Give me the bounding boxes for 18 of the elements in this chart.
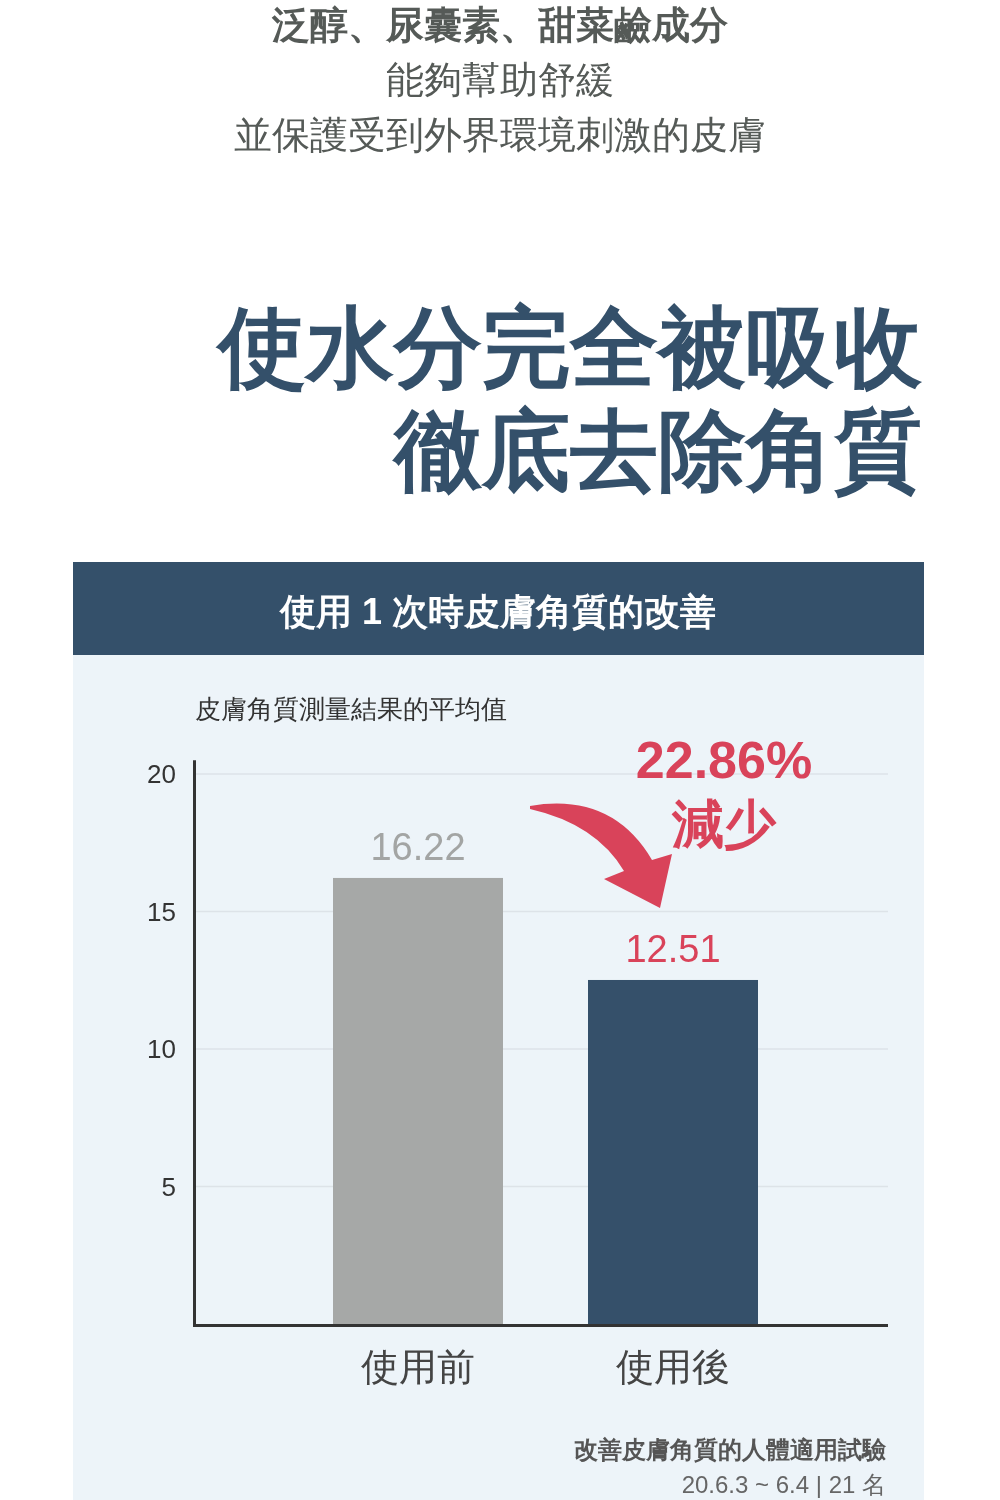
x-tick-label: 使用後 [616, 1346, 730, 1388]
data-label: 12.51 [625, 927, 721, 970]
y-tick-label: 10 [147, 1034, 176, 1064]
text: 20.6.3 ~ 6.4 | 21 名 [681, 1471, 886, 1498]
data-label: 16.22 [370, 825, 466, 868]
text: 能夠幫助舒緩 [386, 59, 614, 101]
text: 徹底去除角質 [392, 401, 922, 500]
y-tick-label: 20 [147, 759, 176, 789]
y-tick-label: 5 [161, 1171, 176, 1202]
y-axis-title: 皮膚角質測量結果的平均值 [195, 694, 507, 724]
annotation: 22.86% 減少 [635, 731, 813, 853]
text: 使水分完全被吸收 [215, 298, 923, 397]
y-tick-label: 15 [147, 896, 176, 927]
text: 改善皮膚角質的人體適用試驗 [574, 1436, 887, 1463]
x-tick-label: 使用前 [361, 1346, 475, 1388]
chart-title: 使用 1 次時皮膚角質的改善 [277, 591, 717, 632]
text: 並保護受到外界環境刺激的皮膚 [234, 114, 766, 156]
text: 泛醇、尿囊素、甜菜鹼成分 [271, 4, 728, 46]
